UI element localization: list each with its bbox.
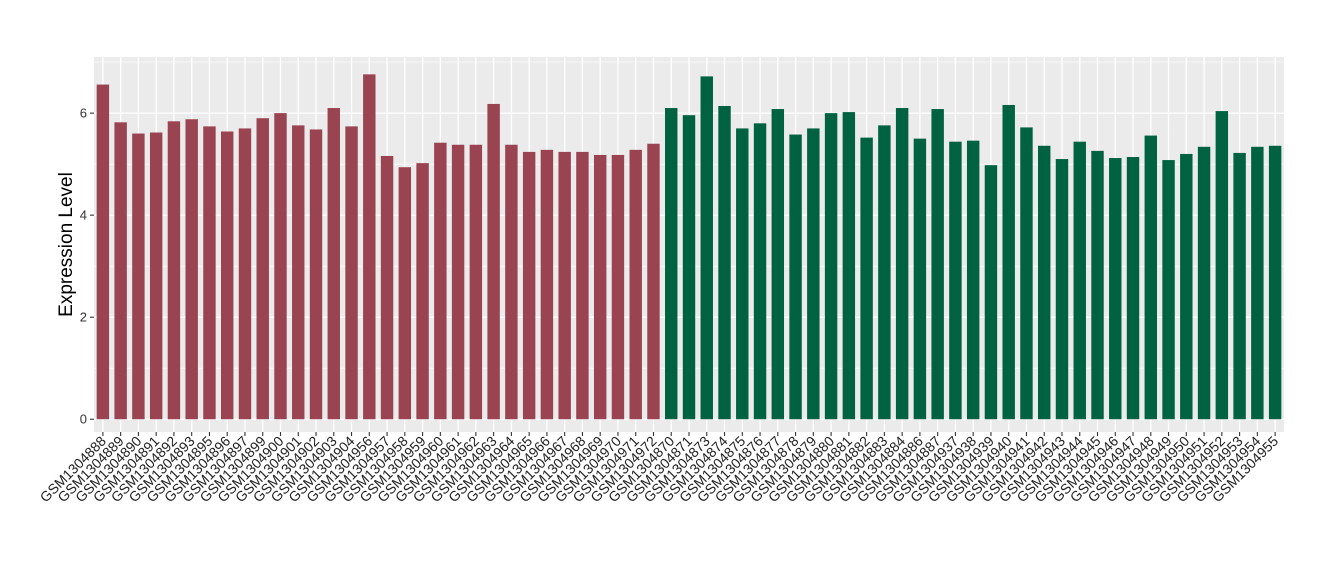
- bar-GSM1304874: [718, 105, 731, 420]
- bar-GSM1304960: [434, 142, 447, 420]
- bar-GSM1304893: [185, 119, 198, 420]
- bar-GSM1304884: [895, 108, 909, 420]
- x-axis: GSM1304888GSM1304889GSM1304890GSM1304891…: [37, 432, 1281, 505]
- bar-GSM1304950: [1180, 153, 1193, 420]
- bar-GSM1304965: [522, 151, 536, 420]
- bar-GSM1304941: [1020, 127, 1033, 420]
- bar-GSM1304900: [274, 113, 287, 420]
- bar-GSM1304875: [736, 128, 749, 420]
- bar-GSM1304953: [1233, 152, 1246, 420]
- bar-GSM1304948: [1144, 135, 1158, 420]
- bar-GSM1304956: [363, 74, 376, 420]
- bar-GSM1304870: [665, 108, 678, 420]
- bar-GSM1304896: [220, 131, 234, 420]
- bar-GSM1304895: [203, 126, 216, 420]
- bar-GSM1304947: [1126, 157, 1140, 420]
- bar-GSM1304954: [1251, 146, 1264, 420]
- y-axis: 0 2 4 6: [80, 106, 94, 427]
- bar-GSM1304889: [114, 122, 127, 420]
- bar-GSM1304942: [1038, 145, 1051, 420]
- bar-GSM1304943: [1055, 159, 1069, 420]
- bar-GSM1304971: [629, 149, 642, 420]
- bar-GSM1304899: [256, 118, 269, 420]
- bar-GSM1304949: [1162, 160, 1175, 420]
- bar-GSM1304890: [132, 133, 145, 420]
- bar-GSM1304880: [824, 113, 838, 420]
- bar-GSM1304958: [398, 167, 412, 420]
- bar-GSM1304876: [753, 123, 767, 420]
- bar-GSM1304967: [558, 151, 571, 420]
- bar-GSM1304961: [451, 144, 465, 420]
- bar-GSM1304959: [416, 163, 429, 420]
- bar-GSM1304944: [1073, 141, 1086, 420]
- y-tick-label: 4: [80, 208, 87, 223]
- bars: [96, 74, 1282, 420]
- bar-GSM1304871: [682, 115, 696, 420]
- bar-GSM1304887: [931, 109, 944, 420]
- bar-GSM1304955: [1268, 145, 1282, 420]
- y-tick-label: 0: [80, 412, 87, 427]
- bar-GSM1304969: [593, 154, 607, 420]
- bar-GSM1304904: [345, 126, 358, 420]
- bar-GSM1304945: [1091, 150, 1104, 420]
- bar-GSM1304962: [469, 144, 483, 420]
- bar-GSM1304901: [292, 125, 305, 420]
- bar-GSM1304903: [327, 108, 340, 420]
- y-tick-label: 6: [80, 106, 87, 121]
- bar-GSM1304937: [949, 141, 962, 420]
- bar-GSM1304940: [1002, 104, 1015, 420]
- bar-GSM1304952: [1215, 111, 1229, 420]
- bar-GSM1304972: [647, 143, 660, 420]
- y-tick-label: 2: [80, 310, 87, 325]
- bar-GSM1304966: [540, 149, 554, 420]
- y-axis-title: Expression Level: [56, 172, 77, 317]
- bar-GSM1304963: [487, 103, 500, 420]
- bar-GSM1304897: [238, 128, 252, 420]
- bar-GSM1304883: [878, 125, 891, 420]
- bar-GSM1304951: [1197, 146, 1211, 420]
- bar-GSM1304891: [149, 132, 163, 420]
- bar-GSM1304968: [576, 151, 589, 420]
- bar-GSM1304877: [771, 109, 785, 420]
- bar-GSM1304939: [984, 165, 998, 420]
- bar-GSM1304881: [842, 112, 856, 420]
- bar-GSM1304964: [505, 144, 518, 420]
- bar-GSM1304902: [309, 129, 323, 420]
- bar-GSM1304886: [913, 138, 927, 420]
- bar-GSM1304892: [167, 121, 181, 420]
- bar-GSM1304938: [966, 140, 980, 420]
- bar-GSM1304957: [380, 155, 394, 420]
- bar-GSM1304970: [611, 154, 625, 420]
- bar-GSM1304873: [700, 76, 713, 420]
- bar-GSM1304879: [807, 128, 820, 420]
- bar-GSM1304882: [860, 137, 873, 420]
- bar-GSM1304946: [1109, 158, 1122, 420]
- bar-GSM1304888: [96, 84, 110, 420]
- bar-GSM1304878: [789, 134, 802, 420]
